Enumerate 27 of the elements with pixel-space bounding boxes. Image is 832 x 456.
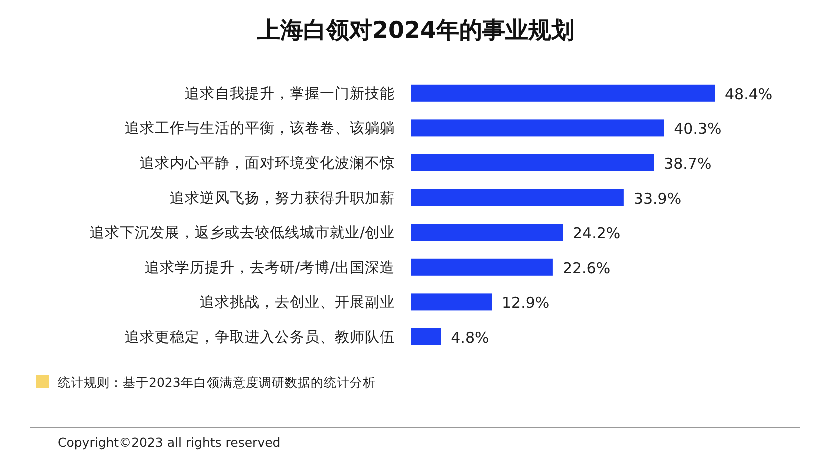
bar xyxy=(411,120,664,137)
bar xyxy=(411,258,553,276)
y-tick-label: 追求挑战，去创业、开展副业 xyxy=(200,294,395,312)
text: Copyright©2023 all rights reserved xyxy=(58,435,281,450)
data-label: 22.6% xyxy=(562,259,611,278)
data-label: 40.3% xyxy=(674,120,722,138)
text: 统计规则：基于2023年白领满意度调研数据的统计分析 xyxy=(58,375,376,390)
y-tick-label: 追求逆风飞扬，努力获得升职加薪 xyxy=(170,190,395,207)
data-label: 48.4% xyxy=(725,85,773,104)
bar xyxy=(411,154,654,172)
bar xyxy=(411,84,715,102)
y-tick-label: 追求自我提升，掌握一门新技能 xyxy=(185,85,395,102)
data-label: 33.9% xyxy=(634,190,682,208)
data-label: 4.8% xyxy=(451,329,490,347)
chart-title: 上海白领对2024年的事业规划 xyxy=(256,18,575,44)
bar xyxy=(411,328,442,346)
bar xyxy=(411,294,492,311)
data-label: 38.7% xyxy=(664,155,712,173)
bar xyxy=(411,224,563,242)
y-tick-label: 追求学历提升，去考研/考博/出国深造 xyxy=(145,259,395,276)
y-tick-label: 追求工作与生活的平衡，该卷卷、该躺躺 xyxy=(125,120,395,138)
y-tick-label: 追求内心平静，面对环境变化波澜不惊 xyxy=(140,155,395,172)
bar xyxy=(411,189,624,206)
y-tick-label: 追求更稳定，争取进入公务员、教师队伍 xyxy=(125,329,395,346)
y-tick-label: 追求下沉发展，返乡或去较低线城市就业/创业 xyxy=(90,224,395,242)
data-label: 12.9% xyxy=(502,294,550,312)
data-label: 24.2% xyxy=(573,224,621,243)
